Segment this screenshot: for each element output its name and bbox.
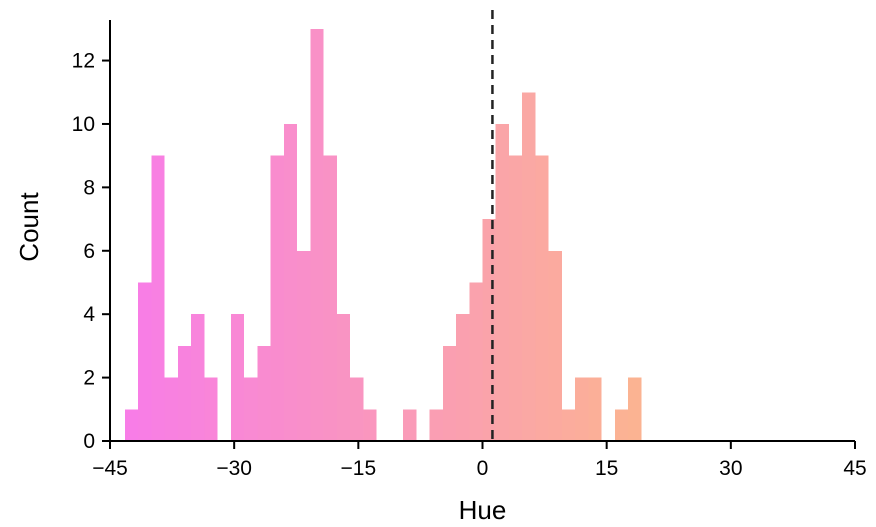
y-tick-label: 0 [83, 430, 95, 453]
histogram-bar [283, 123, 298, 442]
histogram-bar [456, 314, 470, 441]
y-tick-label: 10 [72, 113, 95, 136]
x-tick-label: 30 [719, 457, 742, 480]
x-tick-label: −45 [92, 457, 128, 480]
histogram-bar [588, 377, 602, 441]
y-tick-label: 2 [83, 367, 95, 390]
histogram-bar [257, 345, 271, 441]
histogram-bar [164, 377, 178, 441]
histogram-bar [535, 155, 549, 441]
histogram-bar [482, 219, 496, 441]
histogram-bar [270, 155, 284, 441]
histogram-bar [191, 314, 205, 441]
histogram-bar [177, 345, 192, 441]
y-tick-label: 8 [83, 176, 95, 199]
histogram-bars [124, 28, 642, 442]
histogram-bar [310, 28, 324, 441]
x-axis-title: Hue [459, 495, 507, 525]
histogram-bar [442, 345, 457, 441]
histogram-bar [575, 377, 589, 441]
x-tick-label: 45 [843, 457, 866, 480]
x-tick-label: −30 [216, 457, 252, 480]
histogram-bar [561, 409, 576, 441]
histogram-bar [151, 155, 165, 441]
y-axis-title: Count [14, 192, 44, 262]
x-tick-label: −15 [341, 457, 377, 480]
histogram-bar [628, 377, 642, 441]
histogram-bar [469, 282, 483, 441]
x-tick-label: 0 [477, 457, 489, 480]
x-tick-label: 15 [595, 457, 618, 480]
histogram-bar [350, 377, 364, 441]
histogram-bar [495, 123, 509, 442]
histogram-bar [204, 377, 218, 441]
histogram-bar [138, 282, 152, 441]
y-axis-ticks: 0 2 4 6 8 10 12 [72, 50, 110, 453]
x-axis-ticks: −45 −30 −15 0 15 30 45 [92, 441, 867, 480]
histogram-bar [548, 250, 562, 441]
histogram-bar [336, 314, 351, 441]
histogram-bar [522, 92, 536, 441]
histogram-bar [403, 409, 417, 441]
y-tick-label: 4 [83, 303, 95, 326]
histogram-bar [429, 409, 443, 441]
histogram-bar [323, 155, 337, 441]
histogram-bar [614, 409, 629, 441]
histogram-bar [363, 409, 377, 441]
histogram-bar [230, 314, 245, 441]
y-tick-label: 6 [83, 240, 95, 263]
histogram-bar [124, 409, 139, 441]
histogram-bar [508, 155, 523, 441]
histogram-bar [297, 250, 311, 441]
y-tick-label: 12 [72, 50, 95, 73]
histogram-bar [244, 377, 258, 441]
